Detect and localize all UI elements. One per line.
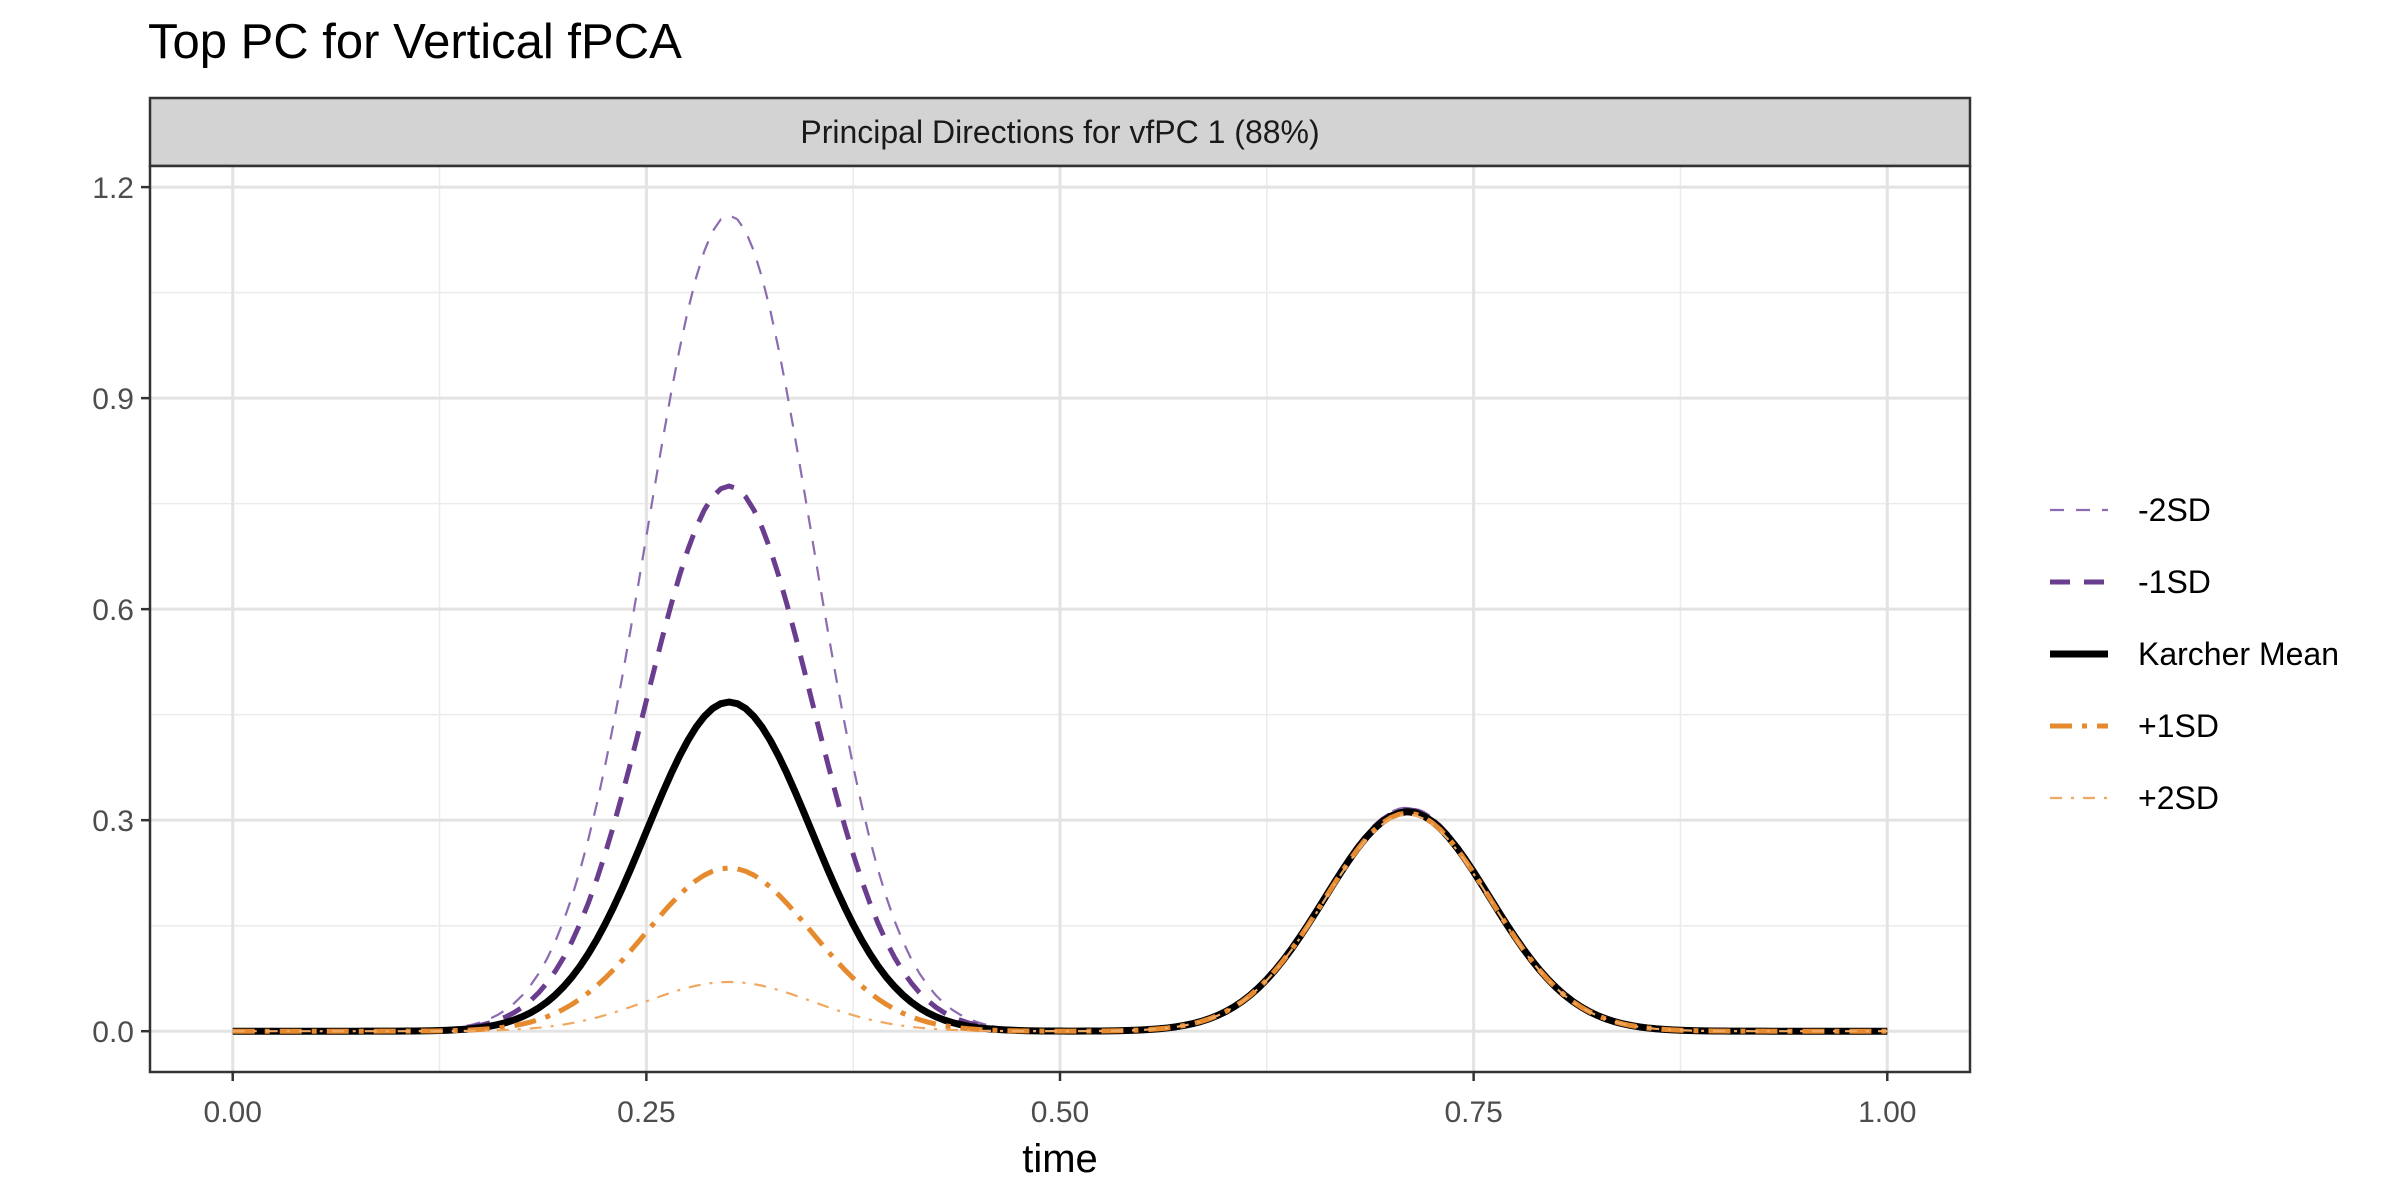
chart-title: Top PC for Vertical fPCA <box>148 15 682 69</box>
x-tick-label: 1.00 <box>1858 1096 1916 1129</box>
y-tick-label: 0.3 <box>92 805 134 838</box>
y-tick-label: 0.9 <box>92 383 134 416</box>
legend-label: -1SD <box>2138 564 2211 600</box>
grid <box>150 166 1970 1072</box>
y-axis: 0.0 0.3 0.6 0.9 1.2 <box>92 172 150 1049</box>
facet-label: Principal Directions for vfPC 1 (88%) <box>800 114 1319 150</box>
x-tick-label: 0.50 <box>1031 1096 1089 1129</box>
legend-label: Karcher Mean <box>2138 636 2339 672</box>
series-line <box>232 813 1888 1033</box>
x-axis-label: time <box>1022 1137 1098 1181</box>
x-tick-label: 0.75 <box>1444 1096 1502 1129</box>
y-tick-label: 0.6 <box>92 594 134 627</box>
series-line <box>232 810 1888 1034</box>
x-axis: 0.00 0.25 0.50 0.75 1.00 <box>204 1072 1916 1129</box>
x-tick-label: 0.00 <box>204 1096 262 1129</box>
legend-label: +1SD <box>2138 708 2219 744</box>
facet-strip <box>148 96 1972 168</box>
y-tick-label: 1.2 <box>92 172 134 205</box>
series-lines <box>232 214 1888 1035</box>
x-tick-label: 0.25 <box>617 1096 675 1129</box>
legend-label: +2SD <box>2138 780 2219 816</box>
legend-label: -2SD <box>2138 492 2211 528</box>
y-tick-label: 0.0 <box>92 1016 134 1049</box>
legend: -2SD -1SD Karcher Mean +1SD +2SD <box>2050 492 2339 816</box>
